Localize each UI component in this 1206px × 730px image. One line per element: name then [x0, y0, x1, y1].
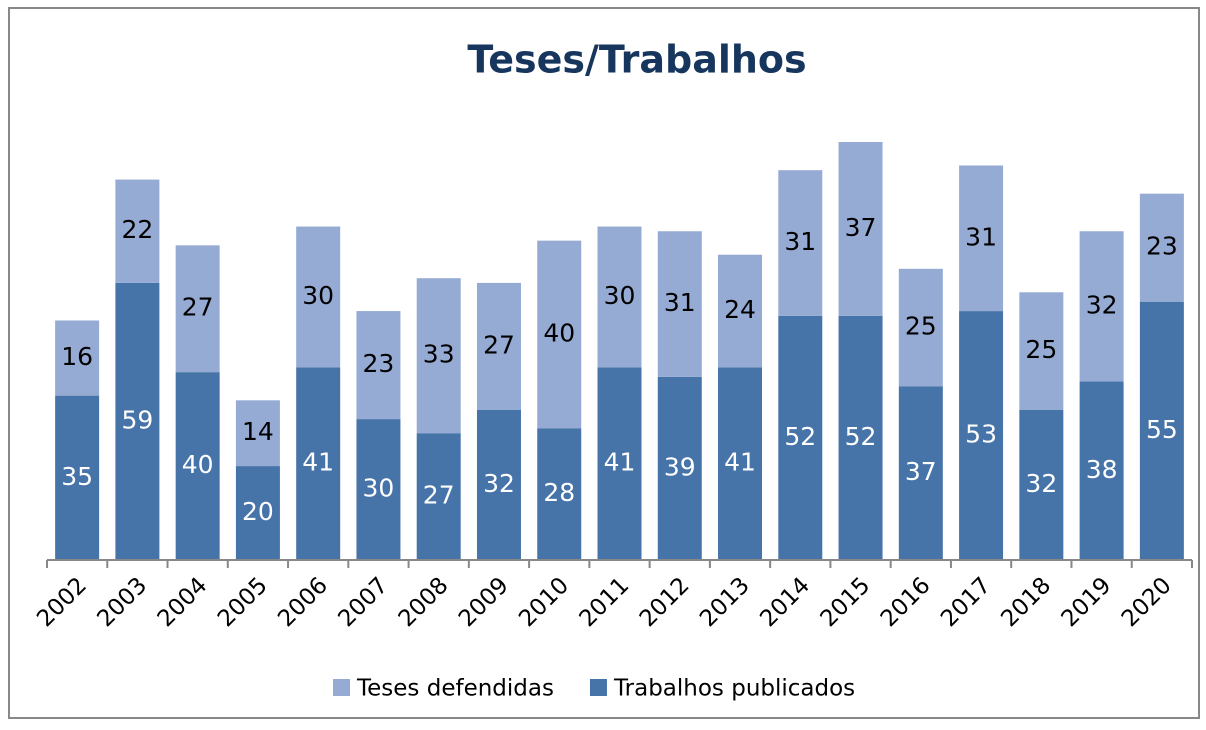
- bar-segment: [1079, 231, 1124, 382]
- data-label: 35: [61, 462, 93, 491]
- data-label: 32: [1086, 290, 1118, 319]
- data-label: 25: [905, 312, 937, 341]
- bar-segment: [1019, 292, 1064, 410]
- data-label: 23: [363, 349, 395, 378]
- data-label: 37: [845, 213, 877, 242]
- bar-segment: [356, 419, 401, 560]
- data-label: 20: [242, 497, 274, 526]
- data-label: 27: [423, 481, 455, 510]
- data-label: 23: [1146, 232, 1178, 261]
- bar-segment: [898, 268, 943, 387]
- data-label: 52: [845, 422, 877, 451]
- data-label: 22: [121, 215, 153, 244]
- data-label: 30: [604, 281, 636, 310]
- data-label: 40: [182, 450, 214, 479]
- data-label: 16: [61, 342, 93, 371]
- data-label: 33: [423, 340, 455, 369]
- legend-label: Trabalhos publicados: [613, 676, 855, 702]
- data-label: 41: [724, 448, 756, 477]
- bar-segment: [597, 226, 642, 368]
- bar-segment: [657, 376, 702, 560]
- data-label: 31: [965, 222, 997, 251]
- legend-swatch: [333, 679, 350, 696]
- bar-segment: [356, 311, 401, 420]
- bar-segment: [898, 386, 943, 560]
- bar-segment: [1079, 381, 1124, 560]
- data-label: 41: [604, 448, 636, 477]
- bar-segment: [235, 400, 280, 467]
- data-label: 39: [664, 452, 696, 481]
- data-label: 30: [302, 281, 334, 310]
- data-label: 32: [1025, 469, 1057, 498]
- data-label: 32: [483, 469, 515, 498]
- bar-segment: [778, 315, 823, 560]
- bar-segment: [175, 372, 220, 560]
- bar-segment: [175, 245, 220, 373]
- bar-segment: [115, 179, 160, 283]
- bar-segment: [718, 254, 763, 368]
- legend-swatch: [589, 679, 607, 696]
- data-label: 59: [121, 405, 153, 434]
- data-label: 27: [182, 293, 214, 322]
- bar-segment: [1139, 301, 1184, 560]
- data-label: 14: [242, 417, 274, 446]
- bar-segment: [55, 395, 100, 560]
- bar-segment: [657, 231, 702, 377]
- chart-title: Teses/Trabalhos: [467, 38, 806, 82]
- bar-segment: [1139, 193, 1184, 302]
- bar-segment: [959, 165, 1004, 312]
- data-label: 40: [543, 319, 575, 348]
- bar-segment: [476, 282, 521, 410]
- bar-segment: [55, 320, 100, 396]
- bar-segment: [115, 282, 160, 560]
- bar-segment: [838, 315, 883, 560]
- data-label: 24: [724, 295, 756, 324]
- data-label: 41: [302, 448, 334, 477]
- bar-segment: [235, 466, 280, 560]
- bar-segment: [597, 367, 642, 560]
- data-label: 52: [784, 422, 816, 451]
- data-label: 55: [1146, 415, 1178, 444]
- data-label: 38: [1086, 455, 1118, 484]
- bar-segment: [838, 142, 883, 316]
- bar-segment: [476, 409, 521, 560]
- bar-segment: [959, 311, 1004, 560]
- bar-segment: [718, 367, 763, 560]
- bar-segment: [778, 170, 823, 316]
- data-label: 31: [784, 227, 816, 256]
- data-label: 28: [543, 478, 575, 507]
- bar-segment: [537, 428, 582, 560]
- bar-segment: [537, 240, 582, 429]
- data-label: 53: [965, 420, 997, 449]
- data-label: 27: [483, 330, 515, 359]
- bar-segment: [1019, 409, 1064, 560]
- bar-segment: [296, 367, 341, 560]
- data-label: 31: [664, 288, 696, 317]
- data-label: 30: [363, 474, 395, 503]
- bar-segment: [416, 433, 461, 560]
- data-label: 37: [905, 457, 937, 486]
- bar-segment: [416, 278, 461, 434]
- data-label: 25: [1025, 335, 1057, 364]
- bar-segment: [296, 226, 341, 368]
- legend-label: Teses defendidas: [356, 676, 554, 702]
